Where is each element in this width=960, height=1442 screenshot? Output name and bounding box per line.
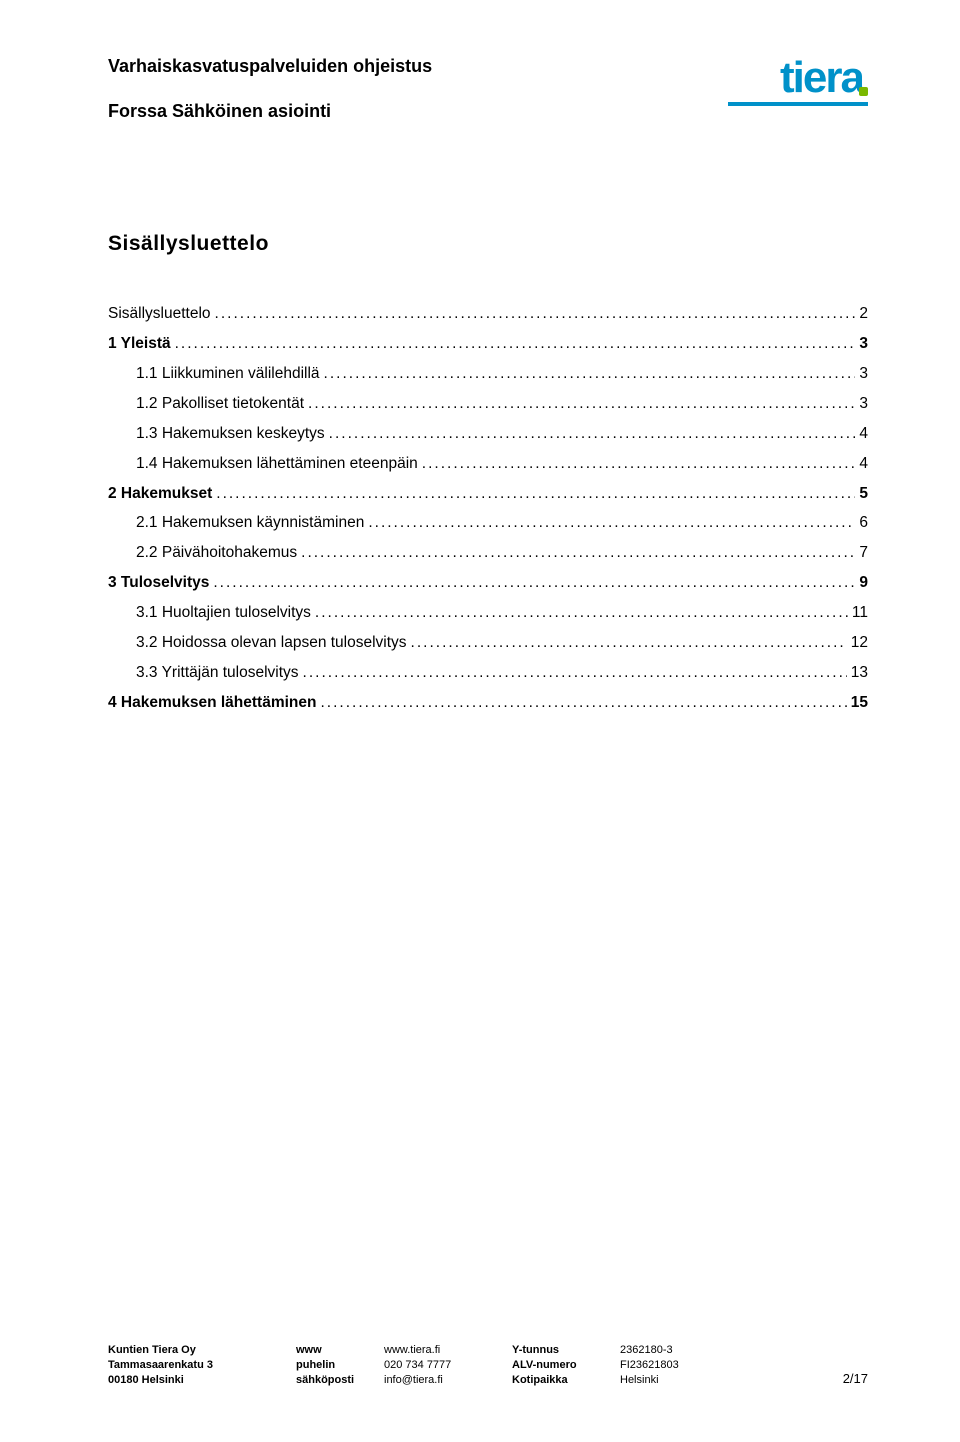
toc-leader-dots: [175, 334, 856, 355]
toc-leader-dots: [215, 304, 856, 325]
toc-entry-label: 3.2 Hoidossa olevan lapsen tuloselvitys: [136, 633, 407, 654]
toc-list: Sisällysluettelo21 Yleistä31.1 Liikkumin…: [108, 304, 868, 714]
page-number: 2/17: [843, 1371, 868, 1386]
footer-cell: Tammasaarenkatu 3: [108, 1359, 288, 1371]
toc-entry-label: 2.2 Päivähoitohakemus: [136, 543, 297, 564]
toc-leader-dots: [216, 484, 855, 505]
document-title: Varhaiskasvatuspalveluiden ohjeistus: [108, 56, 432, 77]
toc-entry-page: 5: [859, 484, 868, 505]
toc-entry-label: 2.1 Hakemuksen käynnistäminen: [136, 513, 364, 534]
toc-entry-label: 1.3 Hakemuksen keskeytys: [136, 424, 325, 445]
toc-leader-dots: [320, 693, 846, 714]
footer-cell: 00180 Helsinki: [108, 1374, 288, 1386]
toc-leader-dots: [315, 603, 848, 624]
logo-underline: [728, 102, 868, 106]
toc-leader-dots: [324, 364, 856, 385]
logo-dot-icon: [859, 87, 868, 96]
toc-entry: 3.2 Hoidossa olevan lapsen tuloselvitys 1…: [108, 633, 868, 654]
tiera-logo: t i e r a: [728, 56, 868, 106]
toc-entry-label: 3.3 Yrittäjän tuloselvitys: [136, 663, 299, 684]
toc-entry-page: 12: [851, 633, 868, 654]
footer-cell: sähköposti: [296, 1374, 376, 1386]
toc-entry-label: 3.1 Huoltajien tuloselvitys: [136, 603, 311, 624]
toc-entry-page: 4: [859, 454, 868, 475]
logo-letter: e: [803, 56, 825, 100]
toc-entry: 3 Tuloselvitys 9: [108, 573, 868, 594]
toc-entry-label: 1.1 Liikkuminen välilehdillä: [136, 364, 320, 385]
footer-cell: info@tiera.fi: [384, 1374, 504, 1386]
toc-leader-dots: [368, 513, 855, 534]
logo-letter: t: [780, 56, 793, 100]
footer-cell: FI23621803: [620, 1359, 740, 1371]
toc-entry: 1.2 Pakolliset tietokentät 3: [108, 394, 868, 415]
toc-entry-page: 6: [859, 513, 868, 534]
toc-entry-page: 9: [859, 573, 868, 594]
toc-entry-page: 2: [859, 304, 868, 325]
toc-entry-label: 4 Hakemuksen lähettäminen: [108, 693, 316, 714]
logo-letter: i: [793, 56, 803, 100]
toc-leader-dots: [308, 394, 855, 415]
toc-leader-dots: [411, 633, 847, 654]
toc-leader-dots: [329, 424, 856, 445]
footer-cell: Y-tunnus: [512, 1344, 612, 1356]
toc-entry-page: 3: [859, 334, 868, 355]
footer-cell: Helsinki: [620, 1374, 740, 1386]
footer-info-grid: Kuntien Tiera Oy www www.tiera.fi Y-tunnus 2…: [108, 1344, 868, 1386]
footer-cell: www: [296, 1344, 376, 1356]
toc-entry-label: 2 Hakemukset: [108, 484, 212, 505]
table-of-contents: Sisällysluettelo Sisällysluettelo 2 1 Ylei…: [108, 232, 868, 714]
toc-entry-page: 3: [859, 364, 868, 385]
toc-entry-label: 1.2 Pakolliset tietokentät: [136, 394, 304, 415]
toc-leader-dots: [213, 573, 855, 594]
footer-cell: ALV-numero: [512, 1359, 612, 1371]
toc-entry: 1.4 Hakemuksen lähettäminen eteenpäin 4: [108, 454, 868, 475]
toc-entry: 3.3 Yrittäjän tuloselvitys 13: [108, 663, 868, 684]
toc-entry-page: 4: [859, 424, 868, 445]
toc-entry: 2 Hakemukset 5: [108, 484, 868, 505]
header-text-block: Varhaiskasvatuspalveluiden ohjeistus For…: [108, 56, 432, 122]
toc-entry: 1.3 Hakemuksen keskeytys 4: [108, 424, 868, 445]
toc-entry-label: 3 Tuloselvitys: [108, 573, 209, 594]
toc-leader-dots: [422, 454, 856, 475]
footer-cell: puhelin: [296, 1359, 376, 1371]
toc-entry-label: 1.4 Hakemuksen lähettäminen eteenpäin: [136, 454, 418, 475]
footer-cell: www.tiera.fi: [384, 1344, 504, 1356]
toc-leader-dots: [301, 543, 855, 564]
tiera-logo-word: t i e r a: [780, 56, 868, 100]
toc-entry-label: 1 Yleistä: [108, 334, 171, 355]
logo-letter: r: [825, 56, 840, 100]
toc-entry: 2.2 Päivähoitohakemus 7: [108, 543, 868, 564]
toc-entry: 1.1 Liikkuminen välilehdillä 3: [108, 364, 868, 385]
toc-entry-page: 13: [851, 663, 868, 684]
toc-entry: 2.1 Hakemuksen käynnistäminen 6: [108, 513, 868, 534]
toc-entry: Sisällysluettelo 2: [108, 304, 868, 325]
document-page: Varhaiskasvatuspalveluiden ohjeistus For…: [0, 0, 960, 1442]
toc-entry-label: Sisällysluettelo: [108, 304, 211, 325]
footer-cell: 020 734 7777: [384, 1359, 504, 1371]
page-footer: Kuntien Tiera Oy www www.tiera.fi Y-tunnus 2…: [108, 1344, 868, 1386]
toc-entry-page: 11: [852, 603, 868, 624]
footer-cell: Kuntien Tiera Oy: [108, 1344, 288, 1356]
toc-entry-page: 3: [859, 394, 868, 415]
toc-leader-dots: [303, 663, 847, 684]
toc-entry-page: 7: [859, 543, 868, 564]
document-subtitle: Forssa Sähköinen asiointi: [108, 101, 432, 122]
page-header: Varhaiskasvatuspalveluiden ohjeistus For…: [108, 56, 868, 122]
footer-cell: 2362180-3: [620, 1344, 740, 1356]
footer-cell: Kotipaikka: [512, 1374, 612, 1386]
toc-heading: Sisällysluettelo: [108, 232, 868, 256]
toc-entry: 3.1 Huoltajien tuloselvitys 11: [108, 603, 868, 624]
toc-entry: 4 Hakemuksen lähettäminen 15: [108, 693, 868, 714]
toc-entry-page: 15: [851, 693, 868, 714]
toc-entry: 1 Yleistä 3: [108, 334, 868, 355]
